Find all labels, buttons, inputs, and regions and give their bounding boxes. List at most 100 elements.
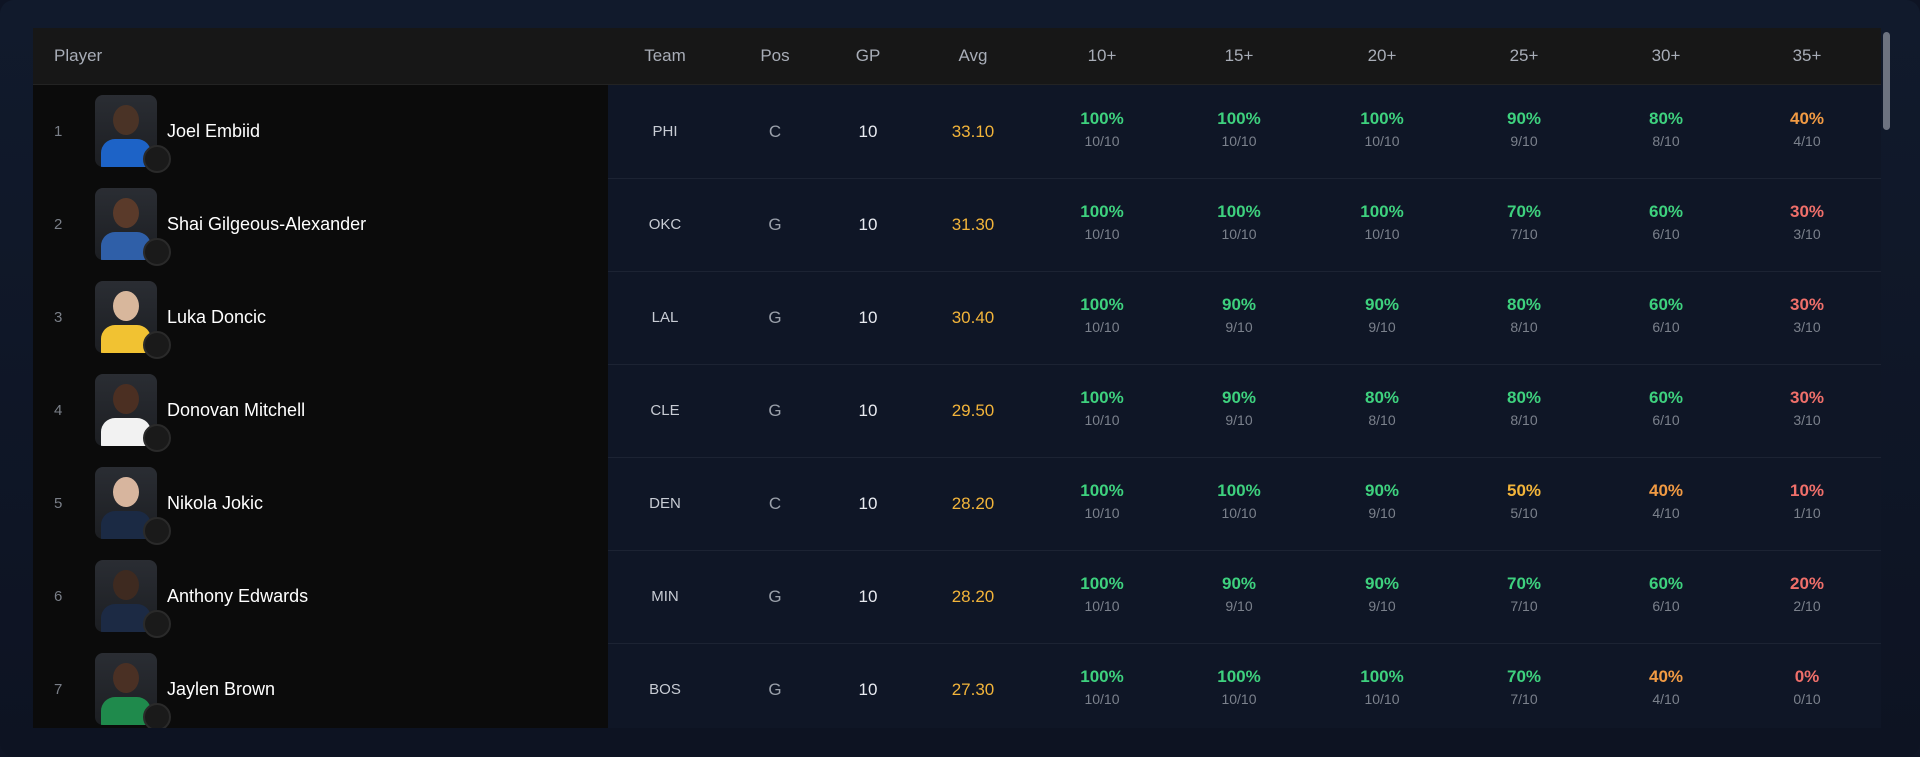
player-name[interactable]: Jaylen Brown	[167, 679, 276, 699]
hit-rate-cell: 100% 10/10	[1199, 667, 1279, 709]
hit-rate-percent: 60%	[1648, 574, 1684, 593]
avatar-jersey	[101, 418, 151, 446]
hit-rate-fraction: 10/10	[1221, 691, 1257, 707]
rank-number: 1	[54, 123, 63, 140]
hit-rate-fraction: 10/10	[1221, 505, 1257, 521]
hit-rate-cell: 80% 8/10	[1342, 388, 1422, 430]
hit-rate-cell: 90% 9/10	[1484, 109, 1564, 151]
hit-rate-cell: 100% 10/10	[1062, 295, 1142, 337]
hit-rate-fraction: 9/10	[1368, 319, 1396, 335]
hit-rate-percent: 80%	[1506, 295, 1542, 314]
table-row[interactable]: 3 Luka Doncic LAL G 10 30.40 100% 10/10 90% 9/10 9…	[33, 271, 1881, 365]
hit-rate-percent: 100%	[1080, 109, 1124, 128]
avatar-jersey	[101, 232, 151, 260]
games-played-cell: 10	[858, 587, 878, 606]
table-row[interactable]: 5 Nikola Jokic DEN C 10 28.20 100% 10/10 100% 10/…	[33, 457, 1881, 551]
hit-rate-fraction: 8/10	[1652, 133, 1680, 149]
table-row[interactable]: 6 Anthony Edwards MIN G 10 28.20 100% 10/10 90% 9…	[33, 550, 1881, 644]
hit-rate-cell: 40% 4/10	[1626, 481, 1706, 523]
table-row[interactable]: 7 Jaylen Brown BOS G 10 27.30 100% 10/10 100% 10/…	[33, 643, 1881, 728]
player-name[interactable]: Donovan Mitchell	[167, 400, 306, 420]
hit-rate-fraction: 9/10	[1225, 598, 1253, 614]
hit-rate-percent: 70%	[1506, 574, 1542, 593]
avatar-jersey	[101, 139, 151, 167]
hit-rate-fraction: 8/10	[1510, 319, 1538, 335]
team-cell: BOS	[649, 681, 681, 698]
header-30-plus[interactable]: 30+	[1651, 46, 1681, 65]
games-played-cell: 10	[858, 215, 878, 234]
hit-rate-cell: 80% 8/10	[1626, 109, 1706, 151]
games-played-cell: 10	[858, 680, 878, 699]
player-avatar[interactable]	[95, 653, 157, 725]
hit-rate-fraction: 4/10	[1652, 505, 1680, 521]
player-cell: 2 Shai Gilgeous-Alexander	[33, 178, 608, 272]
timberwolves-logo-icon	[143, 610, 171, 638]
hit-rate-percent: 90%	[1221, 574, 1257, 593]
games-played-cell: 10	[858, 494, 878, 513]
header-avg[interactable]: Avg	[958, 46, 988, 65]
player-name[interactable]: Shai Gilgeous-Alexander	[167, 214, 367, 234]
hit-rate-fraction: 3/10	[1793, 412, 1821, 428]
player-name[interactable]: Luka Doncic	[167, 307, 267, 327]
avatar-jersey	[101, 511, 151, 539]
hit-rate-fraction: 3/10	[1793, 226, 1821, 242]
hit-rate-fraction: 6/10	[1652, 598, 1680, 614]
table-row[interactable]: 4 Donovan Mitchell CLE G 10 29.50 100% 10/10 90%…	[33, 364, 1881, 458]
header-35-plus[interactable]: 35+	[1792, 46, 1822, 65]
scrollbar-thumb[interactable]	[1883, 32, 1890, 130]
hit-rate-fraction: 2/10	[1793, 598, 1821, 614]
team-cell: CLE	[650, 402, 680, 419]
player-cell: 3 Luka Doncic	[33, 271, 608, 365]
leaderboard-table: Player Team Pos GP Avg 10+ 15+ 20+ 25+ 3…	[33, 28, 1881, 728]
hit-rate-percent: 100%	[1360, 109, 1404, 128]
average-cell: 28.20	[951, 587, 995, 606]
hit-rate-fraction: 10/10	[1084, 598, 1120, 614]
header-15-plus[interactable]: 15+	[1224, 46, 1254, 65]
table-row[interactable]: 1 Joel Embiid PHI C 10 33.10 100% 10/10 100% 10/1…	[33, 85, 1881, 179]
hit-rate-fraction: 10/10	[1364, 691, 1400, 707]
header-10-plus[interactable]: 10+	[1087, 46, 1117, 65]
header-gp[interactable]: GP	[855, 46, 881, 65]
avatar-head	[113, 198, 139, 228]
hit-rate-fraction: 10/10	[1221, 226, 1257, 242]
games-played-cell: 10	[858, 308, 878, 327]
player-name[interactable]: Anthony Edwards	[167, 586, 309, 606]
hit-rate-cell: 100% 10/10	[1199, 481, 1279, 523]
header-player[interactable]: Player	[54, 46, 103, 65]
hit-rate-fraction: 4/10	[1652, 691, 1680, 707]
header-pos[interactable]: Pos	[760, 46, 790, 65]
header-20-plus[interactable]: 20+	[1367, 46, 1397, 65]
hit-rate-cell: 60% 6/10	[1626, 202, 1706, 244]
hit-rate-cell: 40% 4/10	[1626, 667, 1706, 709]
hit-rate-cell: 30% 3/10	[1767, 388, 1847, 430]
hit-rate-percent: 60%	[1648, 295, 1684, 314]
hit-rate-fraction: 9/10	[1225, 319, 1253, 335]
hit-rate-cell: 30% 3/10	[1767, 202, 1847, 244]
table-header: Player Team Pos GP Avg 10+ 15+ 20+ 25+ 3…	[33, 28, 1881, 85]
games-played-cell: 10	[858, 122, 878, 141]
team-cell: MIN	[651, 588, 679, 605]
rank-number: 6	[54, 588, 63, 605]
hit-rate-fraction: 9/10	[1225, 412, 1253, 428]
hit-rate-percent: 80%	[1648, 109, 1684, 128]
hit-rate-fraction: 7/10	[1510, 598, 1538, 614]
player-cell: 1 Joel Embiid	[33, 85, 608, 179]
hit-rate-fraction: 8/10	[1368, 412, 1396, 428]
hit-rate-cell: 100% 10/10	[1062, 109, 1142, 151]
hit-rate-cell: 100% 10/10	[1062, 574, 1142, 616]
table-row[interactable]: 2 Shai Gilgeous-Alexander OKC G 10 31.30 100% 1…	[33, 178, 1881, 272]
hit-rate-fraction: 10/10	[1084, 133, 1120, 149]
hit-rate-cell: 80% 8/10	[1484, 295, 1564, 337]
hit-rate-fraction: 7/10	[1510, 691, 1538, 707]
hit-rate-fraction: 3/10	[1793, 319, 1821, 335]
header-25-plus[interactable]: 25+	[1509, 46, 1539, 65]
average-cell: 33.10	[951, 122, 995, 141]
hit-rate-cell: 70% 7/10	[1484, 667, 1564, 709]
header-team[interactable]: Team	[644, 46, 686, 65]
scrollbar-track[interactable]	[1881, 28, 1891, 728]
hit-rate-percent: 100%	[1080, 202, 1124, 221]
position-cell: G	[768, 587, 782, 606]
hit-rate-percent: 100%	[1217, 109, 1261, 128]
player-name[interactable]: Nikola Jokic	[167, 493, 264, 513]
player-name[interactable]: Joel Embiid	[167, 121, 261, 141]
